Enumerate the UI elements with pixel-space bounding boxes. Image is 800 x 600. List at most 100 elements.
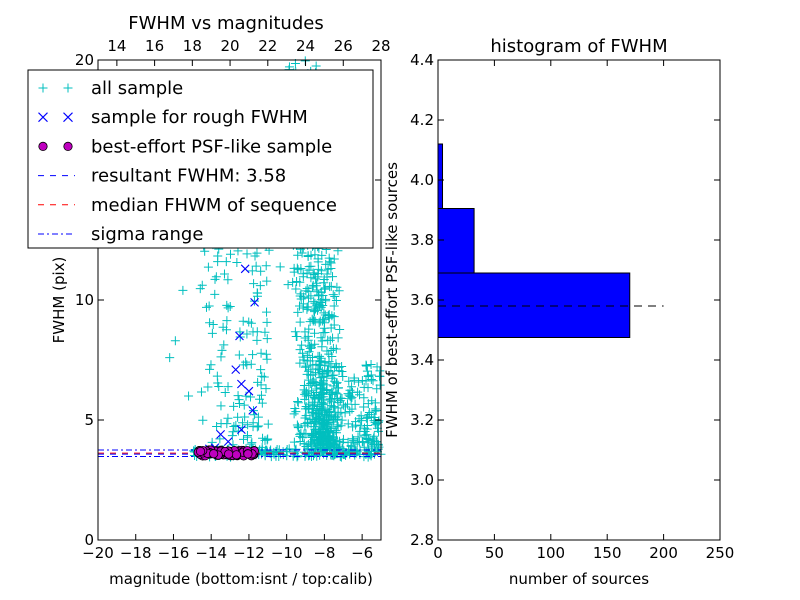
all-sample-point — [281, 447, 291, 457]
x-tick-label: −18 — [120, 544, 152, 562]
all-sample-point — [328, 417, 338, 427]
all-sample-point — [323, 335, 333, 345]
all-sample-point — [310, 328, 320, 338]
all-sample-point — [259, 372, 269, 382]
all-sample-point — [326, 389, 336, 399]
all-sample-point — [296, 294, 306, 304]
all-sample-point — [305, 343, 315, 353]
all-sample-point — [256, 380, 266, 390]
all-sample-point — [241, 357, 251, 367]
legend-label: best-effort PSF-like sample — [91, 136, 332, 157]
all-sample-point — [221, 257, 231, 267]
all-sample-point — [219, 340, 229, 350]
all-sample-point — [262, 354, 272, 364]
all-sample-point — [256, 365, 266, 375]
rough-sample-point — [231, 365, 241, 374]
all-sample-point — [340, 402, 350, 412]
all-sample-point — [331, 426, 341, 436]
histogram-ticks: 0 50 100 150 200 250 2.8 3.0 3.2 3.4 3.6 3.8 4.0 4.2 4… — [410, 51, 734, 562]
all-sample-point — [304, 341, 314, 351]
legend-label: sigma range — [91, 224, 203, 245]
all-sample-point — [207, 328, 217, 338]
all-sample-point — [219, 269, 229, 279]
all-sample-point — [238, 316, 248, 326]
all-sample-point — [283, 280, 293, 290]
all-sample-point — [178, 285, 188, 295]
y-tick-label: 10 — [75, 291, 94, 309]
y-tick-label: 2.8 — [410, 531, 434, 549]
all-sample-point — [291, 331, 301, 341]
psf-sample-point — [209, 449, 219, 459]
all-sample-point — [303, 356, 313, 366]
all-sample-point — [314, 359, 324, 369]
all-sample-point — [239, 400, 249, 410]
all-sample-point — [262, 307, 272, 317]
all-sample-point — [298, 348, 308, 358]
all-sample-point — [332, 428, 342, 438]
all-sample-point — [229, 421, 239, 431]
all-sample-point — [312, 278, 322, 288]
all-sample-point — [318, 328, 328, 338]
rough-sample-point — [223, 437, 233, 446]
all-sample-point — [335, 324, 345, 334]
all-sample-point — [223, 275, 233, 285]
all-sample-point — [203, 382, 213, 392]
all-sample-point — [324, 433, 334, 443]
all-sample-point — [358, 437, 368, 447]
all-sample-point — [214, 382, 224, 392]
all-sample-point — [291, 444, 301, 454]
all-sample-point — [326, 323, 336, 333]
all-sample-point — [292, 420, 302, 430]
all-sample-point — [216, 419, 226, 429]
all-sample-point — [258, 433, 268, 443]
rough-sample-point — [248, 406, 258, 415]
all-sample-point — [329, 402, 339, 412]
all-sample-point — [295, 317, 305, 327]
all-sample-point — [318, 301, 328, 311]
all-sample-point — [343, 389, 353, 399]
all-sample-point — [301, 361, 311, 371]
all-sample-point — [375, 371, 385, 381]
legend-marker — [38, 83, 48, 93]
all-sample-point — [346, 394, 356, 404]
histogram-bar — [437, 143, 444, 209]
all-sample-point — [246, 392, 256, 402]
all-sample-point — [293, 250, 303, 260]
all-sample-point — [303, 331, 313, 341]
top-x-tick-label: 18 — [183, 37, 202, 55]
all-sample-point — [234, 399, 244, 409]
all-sample-point — [249, 279, 259, 289]
all-sample-point — [252, 422, 262, 432]
all-sample-point — [348, 422, 358, 432]
all-sample-point — [319, 418, 329, 428]
all-sample-point — [239, 434, 249, 444]
all-sample-point — [203, 262, 213, 272]
all-sample-point — [212, 371, 222, 381]
all-sample-point — [322, 346, 332, 356]
all-sample-point — [329, 312, 339, 322]
histogram-data-layer — [437, 143, 664, 338]
all-sample-point — [295, 301, 305, 311]
all-sample-point — [295, 345, 305, 355]
all-sample-point — [322, 385, 332, 395]
top-x-tick-label: 20 — [221, 37, 240, 55]
all-sample-point — [252, 335, 262, 345]
all-sample-point — [218, 322, 228, 332]
all-sample-point — [305, 450, 315, 460]
all-sample-point — [345, 406, 355, 416]
all-sample-point — [242, 249, 252, 259]
scatter-panel: −20 −18 −16 −14 −12 −10 −8 −6 14 16 18 20 22 24 26 28 0 5… — [27, 13, 391, 588]
y-tick-label: 5 — [84, 411, 94, 429]
all-sample-point — [208, 320, 218, 330]
x-tick-label: −12 — [233, 544, 265, 562]
all-sample-point — [366, 451, 376, 461]
all-sample-point — [246, 359, 256, 369]
all-sample-point — [300, 362, 310, 372]
all-sample-point — [332, 362, 342, 372]
rough-sample-point — [235, 331, 244, 341]
y-tick-label: 4.4 — [410, 51, 434, 69]
all-sample-point — [311, 380, 321, 390]
all-sample-point — [370, 444, 380, 454]
all-sample-point — [262, 317, 272, 327]
all-sample-point — [366, 359, 376, 369]
